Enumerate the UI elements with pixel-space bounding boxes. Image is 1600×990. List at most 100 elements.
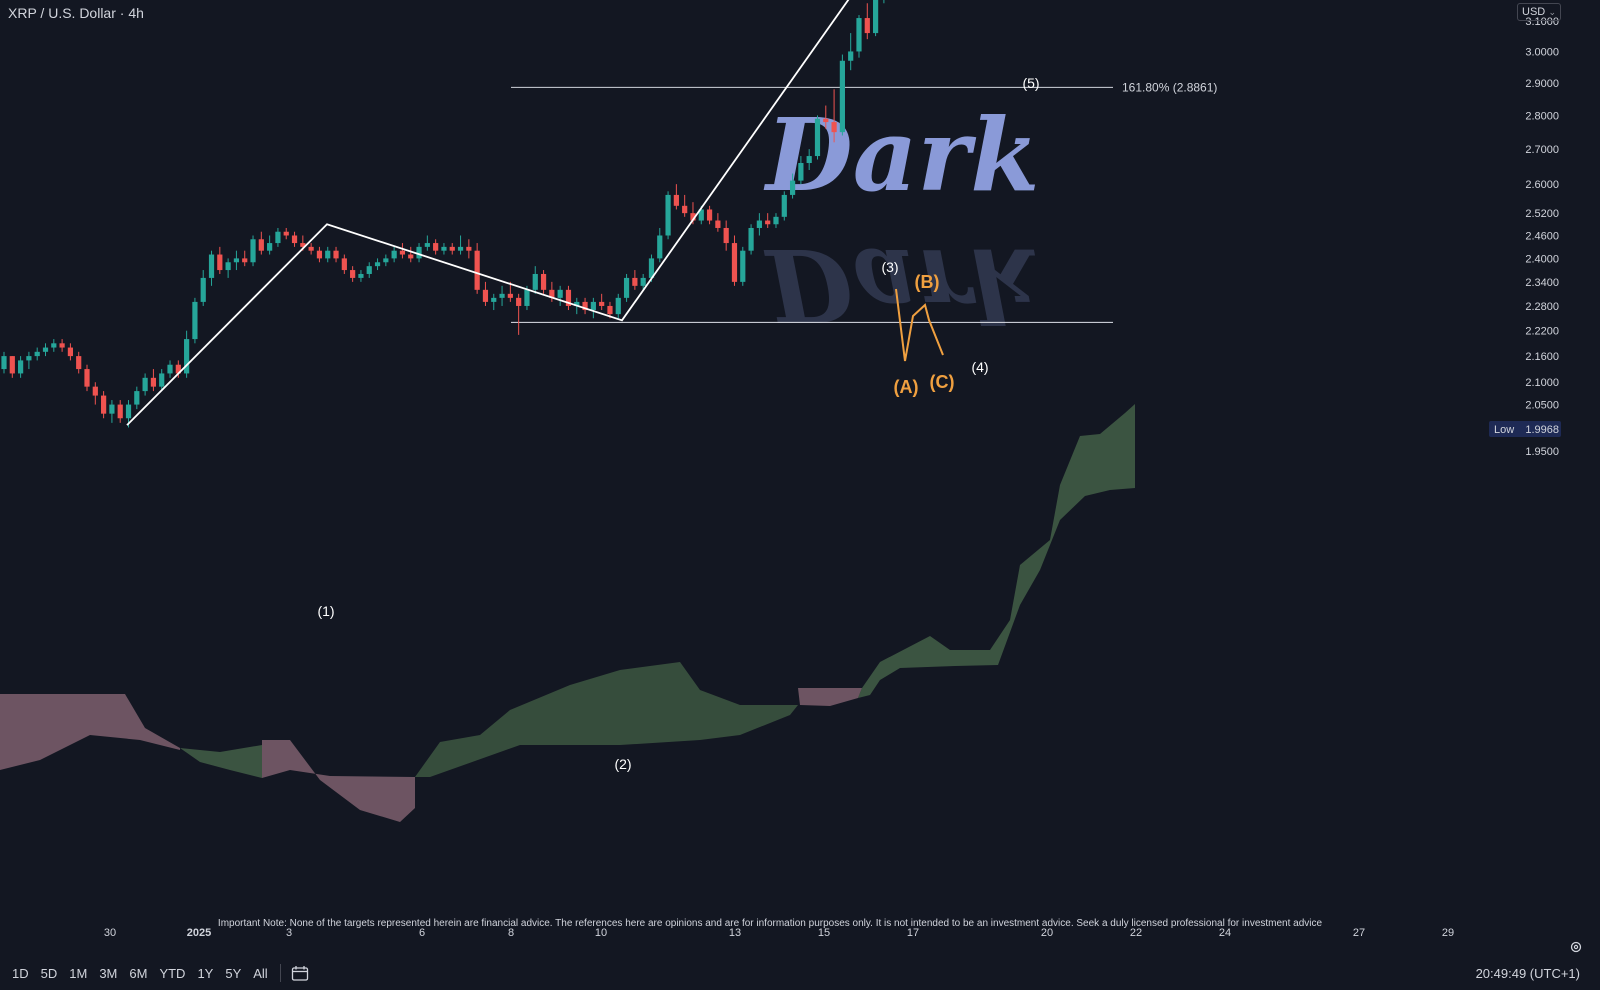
candle-body — [142, 377, 148, 392]
wave-label: (2) — [614, 756, 631, 772]
clock-readout[interactable]: 20:49:49 (UTC+1) — [1475, 965, 1580, 981]
candle-body — [67, 347, 74, 357]
candle-body — [673, 194, 679, 206]
price-chart[interactable]: DarkDark261.80% (3.6239)161.80% (2.8861)… — [0, 0, 1600, 956]
candle-body — [756, 220, 762, 228]
candle-body — [18, 360, 24, 374]
candle-body — [9, 356, 15, 374]
timeframe-1d[interactable]: 1D — [12, 965, 29, 981]
price-axis-tick: 2.8000 — [1525, 110, 1559, 122]
candle-body — [374, 262, 381, 267]
candle-body — [507, 293, 513, 298]
ichimoku-cloud-bullish — [180, 745, 262, 778]
abc-wave-label: (B) — [915, 272, 940, 292]
timeframe-3m[interactable]: 3M — [99, 965, 118, 981]
toolbar-divider — [279, 964, 281, 982]
elliott-wave-path — [126, 0, 850, 426]
candle-body — [258, 239, 264, 251]
timeframe-ytd[interactable]: YTD — [159, 965, 186, 981]
candle-body — [748, 227, 754, 251]
chevron-down-icon: ⌄ — [1548, 6, 1556, 17]
price-axis-tick: 2.7000 — [1525, 144, 1559, 156]
price-axis-tick: 3.1000 — [1525, 16, 1559, 28]
time-axis-tick: 6 — [419, 927, 425, 939]
candle-body — [225, 262, 231, 271]
symbol-title[interactable]: XRP / U.S. Dollar · 4h — [8, 5, 144, 21]
calendar-icon[interactable] — [291, 965, 309, 981]
time-axis-tick: 2025 — [187, 927, 211, 939]
candle-body — [499, 293, 505, 298]
fib-level-label: 161.80% (2.8861) — [1122, 80, 1217, 94]
candle-body — [457, 246, 464, 251]
price-axis-tick: 2.9000 — [1525, 78, 1559, 90]
candle-body — [167, 364, 173, 374]
candle-body — [175, 364, 181, 374]
candle-body — [416, 246, 422, 259]
time-axis-tick: 29 — [1442, 927, 1454, 939]
time-axis-tick: 3 — [286, 927, 292, 939]
candle-body — [300, 243, 306, 247]
candle-body — [316, 250, 323, 259]
candle-body — [665, 194, 671, 236]
candle-body — [441, 246, 447, 251]
time-axis-tick: 15 — [818, 927, 830, 939]
candle-body — [275, 231, 281, 244]
price-axis-tick: 2.6000 — [1525, 179, 1559, 191]
candle-body — [283, 231, 289, 236]
candle-body — [341, 258, 347, 271]
candle-body — [76, 356, 82, 370]
candle-body — [715, 220, 721, 228]
candle-body — [92, 386, 98, 396]
candle-body — [723, 227, 729, 244]
candle-body — [690, 213, 696, 221]
candle-body — [26, 356, 32, 361]
candle-body — [590, 301, 596, 311]
candle-body — [698, 209, 704, 221]
candle-body — [607, 305, 613, 315]
low-tag-label: Low — [1494, 424, 1514, 436]
candle-body — [540, 273, 547, 290]
timeframe-all[interactable]: All — [253, 965, 268, 981]
candle-body — [59, 343, 65, 348]
candle-body — [150, 377, 157, 387]
candle-body — [740, 250, 746, 282]
wave-label: (4) — [971, 359, 988, 375]
candle-body — [582, 301, 588, 311]
ichimoku-cloud-bearish — [262, 740, 415, 822]
timeframe-6m[interactable]: 6M — [129, 965, 148, 981]
ichimoku-cloud-bullish — [415, 662, 798, 777]
timeframe-5y[interactable]: 5Y — [225, 965, 242, 981]
candle-body — [291, 235, 298, 244]
candle-body — [574, 301, 580, 306]
price-axis-tick: 2.5200 — [1525, 208, 1559, 220]
price-axis-tick: 2.4600 — [1525, 230, 1559, 242]
watermark-text: Dark — [763, 96, 1040, 214]
candle-body — [34, 351, 40, 357]
candle-body — [623, 277, 630, 298]
time-axis-tick: 8 — [508, 927, 514, 939]
time-axis-tick: 17 — [907, 927, 919, 939]
timeframe-5d[interactable]: 5D — [40, 965, 58, 981]
candle-body — [42, 347, 49, 352]
candle-body — [682, 205, 688, 214]
candle-body — [391, 250, 397, 259]
candle-body — [731, 243, 738, 282]
candle-body — [491, 297, 497, 302]
gear-icon[interactable] — [1569, 940, 1583, 954]
price-axis-tick: 3.0000 — [1525, 46, 1559, 58]
time-axis-tick: 13 — [729, 927, 741, 939]
candle-body — [864, 18, 870, 34]
time-axis-tick: 24 — [1219, 927, 1231, 939]
candle-body — [325, 250, 331, 259]
abc-wave-label: (C) — [930, 372, 955, 392]
ichimoku-cloud-bearish — [798, 688, 862, 706]
abc-wave-label: (A) — [894, 377, 919, 397]
candle-body — [184, 339, 190, 374]
timeframe-1y[interactable]: 1Y — [197, 965, 214, 981]
timeframe-1m[interactable]: 1M — [69, 965, 88, 981]
candle-body — [640, 277, 646, 286]
candle-body — [399, 250, 406, 255]
candle-body — [433, 243, 439, 251]
candle-body — [408, 254, 414, 259]
currency-selector[interactable]: USD ⌄ — [1517, 3, 1561, 21]
